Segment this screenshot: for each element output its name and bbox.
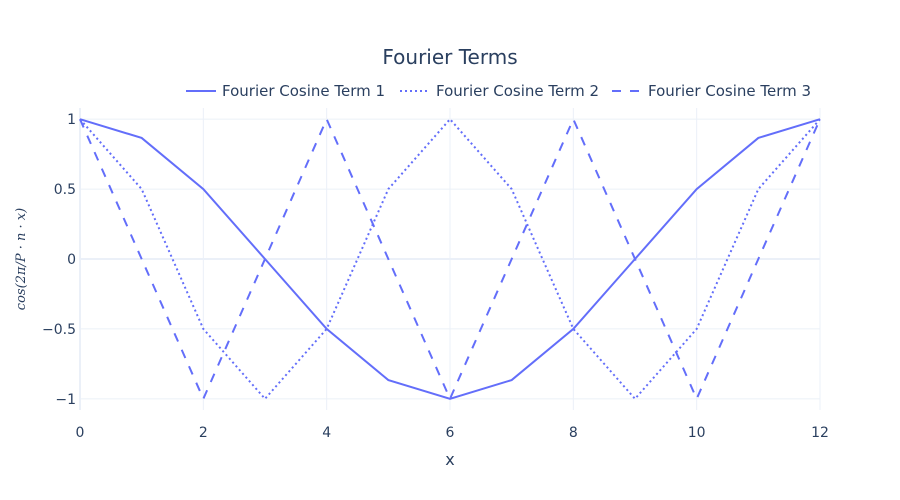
y-tick-label: 0.5 (54, 182, 76, 198)
series-layer (79, 116, 821, 402)
x-tick-label: 10 (688, 425, 706, 441)
x-axis-title: x (445, 450, 454, 469)
legend-label: Fourier Cosine Term 2 (436, 82, 599, 100)
legend[interactable]: Fourier Cosine Term 1 Fourier Cosine Term… (186, 82, 811, 100)
y-tick-label: 1 (67, 112, 76, 128)
x-tick-label: 8 (569, 425, 578, 441)
y-tick-label: −0.5 (42, 322, 76, 338)
legend-item-term-2[interactable]: Fourier Cosine Term 2 (400, 82, 599, 100)
series-line-term-1[interactable] (79, 118, 821, 400)
legend-label: Fourier Cosine Term 1 (222, 82, 385, 100)
legend-item-term-1[interactable]: Fourier Cosine Term 1 (186, 82, 385, 100)
legend-label: Fourier Cosine Term 3 (648, 82, 811, 100)
y-tick-label: −1 (55, 392, 76, 408)
y-tick-label: 0 (67, 252, 76, 268)
legend-item-term-3[interactable]: Fourier Cosine Term 3 (612, 82, 811, 100)
x-tick-label: 6 (446, 425, 455, 441)
tick-layer: 0 2 4 6 8 10 12 1 0.5 0 −0.5 −1 (42, 112, 829, 441)
chart-title: Fourier Terms (382, 45, 517, 69)
series-line-term-2[interactable] (79, 117, 821, 401)
grid-layer (79, 108, 821, 410)
y-axis-title: cos(2π/P · n · x) (14, 208, 29, 310)
x-tick-label: 4 (322, 425, 331, 441)
x-tick-label: 12 (811, 425, 829, 441)
x-tick-label: 0 (76, 425, 85, 441)
x-tick-label: 2 (199, 425, 208, 441)
